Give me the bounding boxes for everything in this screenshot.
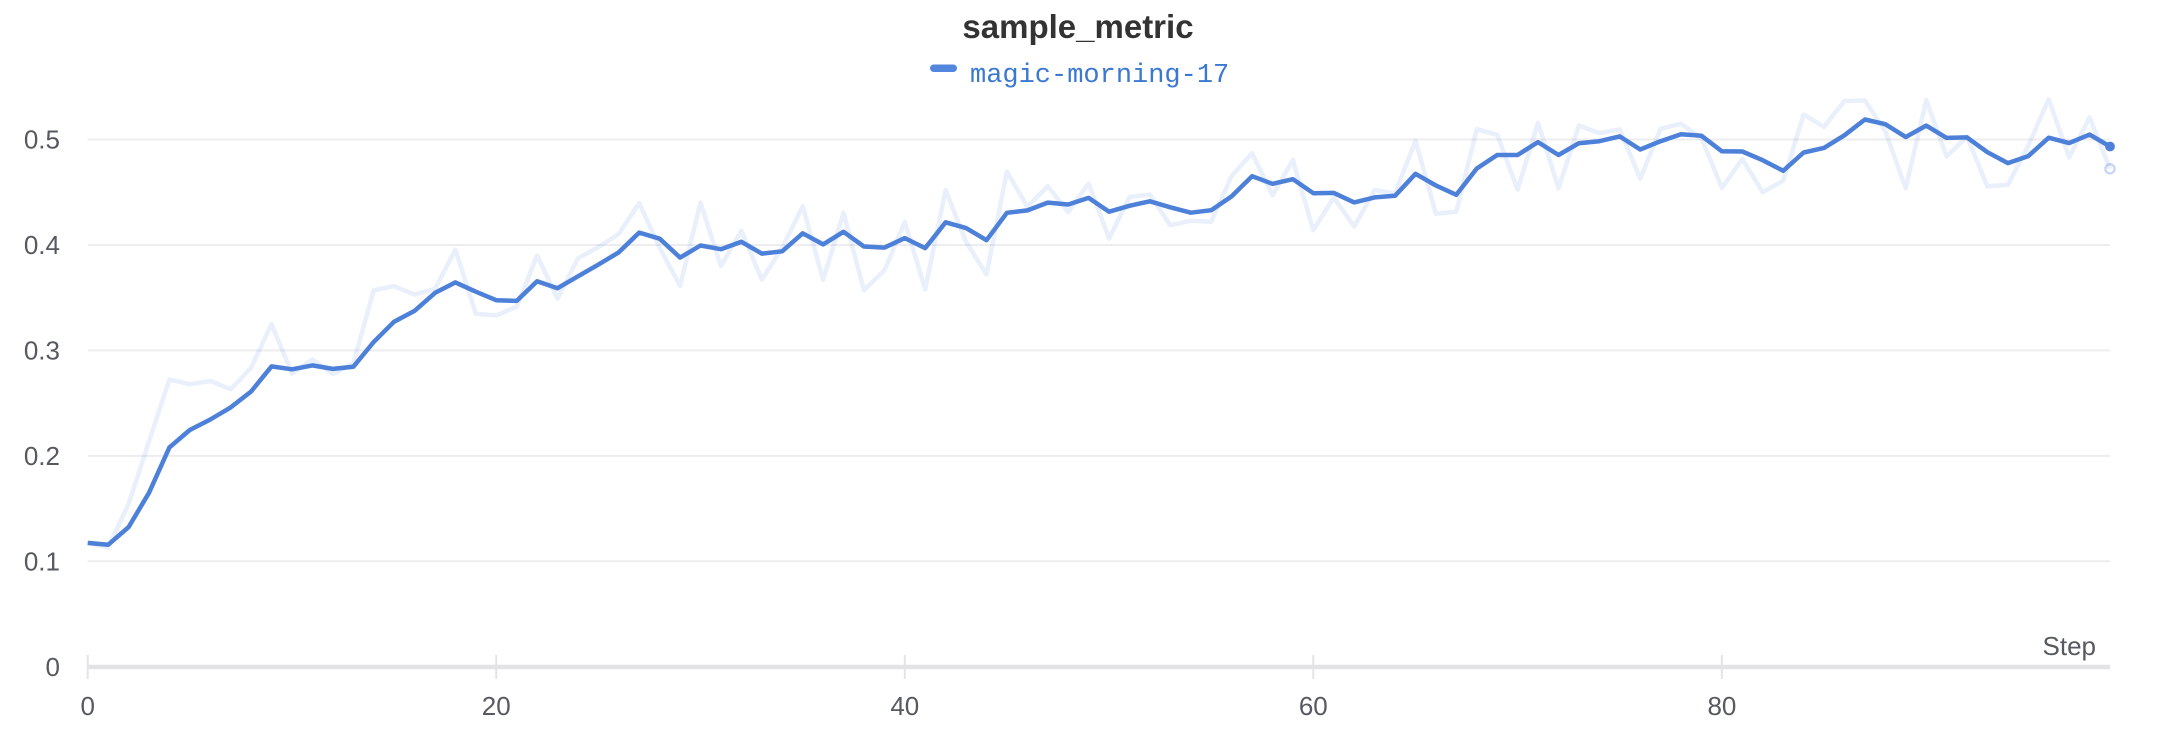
svg-text:40: 40 xyxy=(890,691,919,721)
svg-text:magic-morning-17: magic-morning-17 xyxy=(970,61,1229,91)
svg-text:0.5: 0.5 xyxy=(24,125,60,155)
svg-text:0.3: 0.3 xyxy=(24,335,60,365)
svg-text:0: 0 xyxy=(80,691,94,721)
svg-text:0.2: 0.2 xyxy=(24,441,60,471)
svg-text:60: 60 xyxy=(1299,691,1328,721)
svg-text:20: 20 xyxy=(482,691,511,721)
svg-text:0.4: 0.4 xyxy=(24,230,60,260)
svg-text:0.1: 0.1 xyxy=(24,546,60,576)
svg-text:sample_metric: sample_metric xyxy=(962,8,1193,45)
svg-text:80: 80 xyxy=(1707,691,1736,721)
svg-text:Step: Step xyxy=(2043,631,2097,661)
svg-text:0: 0 xyxy=(46,652,60,682)
